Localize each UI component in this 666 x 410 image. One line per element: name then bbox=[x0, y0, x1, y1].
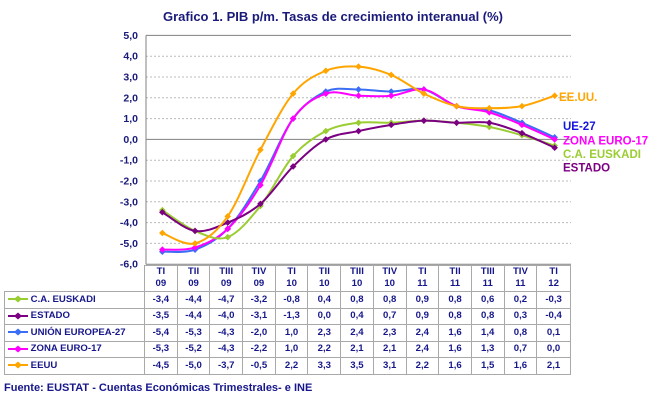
svg-text:1,0: 1,0 bbox=[123, 113, 138, 125]
svg-text:-1,0: -1,0 bbox=[120, 155, 138, 167]
svg-text:-5,0: -5,0 bbox=[120, 238, 138, 250]
svg-text:-3,0: -3,0 bbox=[120, 196, 138, 208]
svg-text:-2,0: -2,0 bbox=[120, 176, 138, 188]
svg-text:0,0: 0,0 bbox=[123, 134, 138, 146]
svg-text:-4,0: -4,0 bbox=[120, 217, 138, 229]
svg-text:UE-27: UE-27 bbox=[563, 121, 596, 133]
svg-text:ESTADO: ESTADO bbox=[563, 163, 610, 175]
svg-text:EE.UU.: EE.UU. bbox=[559, 92, 597, 104]
svg-text:2,0: 2,0 bbox=[123, 92, 138, 104]
svg-text:C.A. EUSKADI: C.A. EUSKADI bbox=[563, 149, 641, 161]
svg-text:3,0: 3,0 bbox=[123, 72, 138, 84]
svg-text:5,0: 5,0 bbox=[123, 30, 138, 42]
svg-text:4,0: 4,0 bbox=[123, 51, 138, 63]
svg-text:ZONA EURO-17: ZONA EURO-17 bbox=[563, 136, 648, 148]
